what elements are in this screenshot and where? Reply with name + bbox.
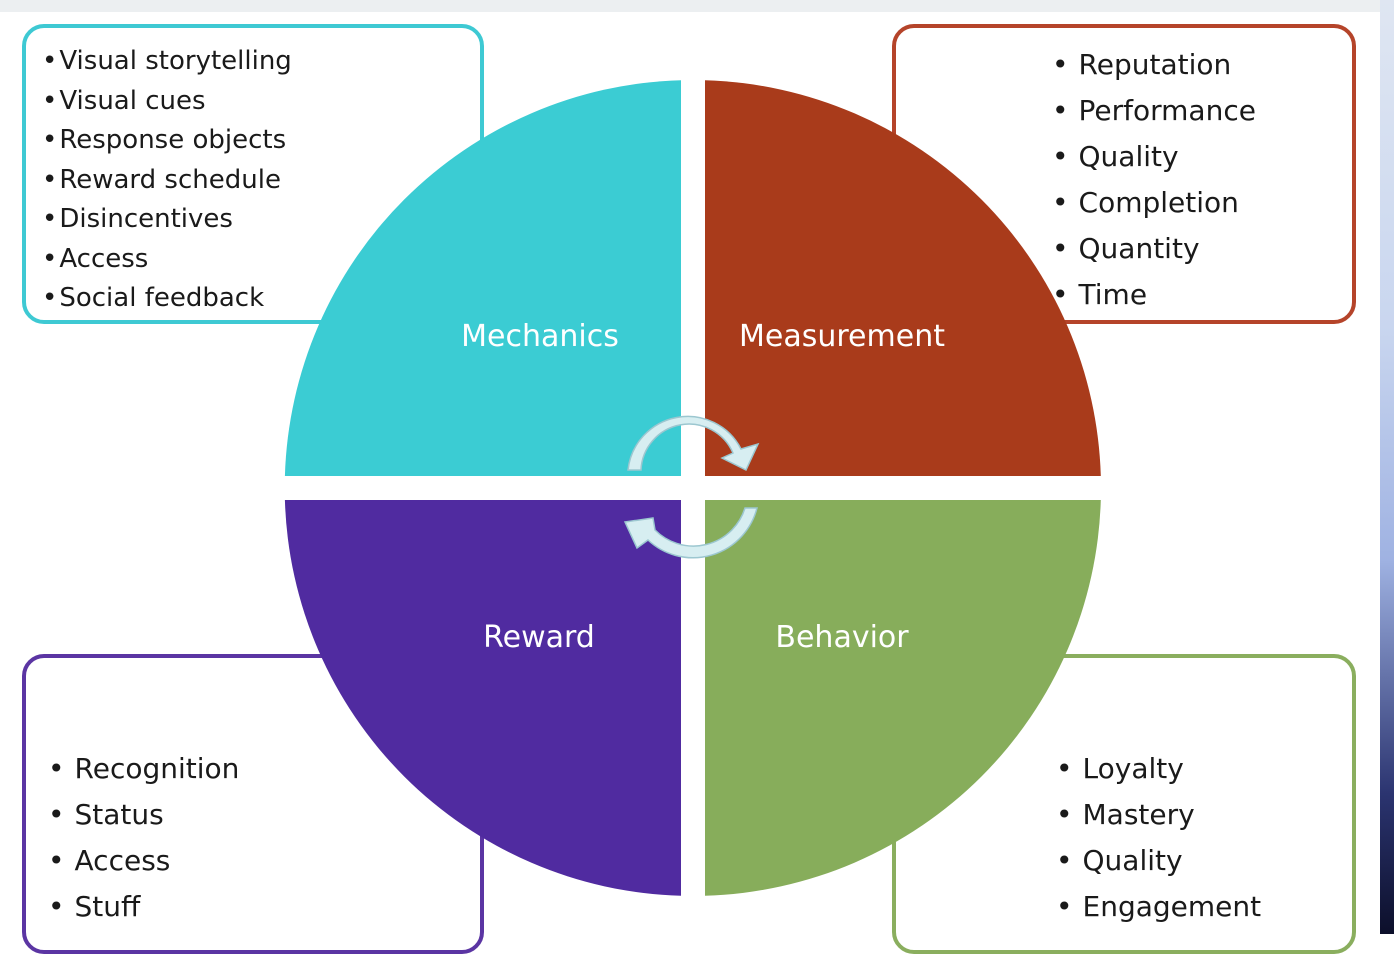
- list-item: •Response objects: [42, 125, 287, 155]
- list-item: • Status: [48, 798, 164, 831]
- background-strip: [0, 0, 1394, 12]
- list-item: • Reputation: [1052, 48, 1232, 81]
- measurement-quadrant: [705, 80, 1101, 476]
- list-item: • Completion: [1052, 186, 1239, 219]
- list-item: •Access: [42, 243, 149, 274]
- reward-list: • Recognition • Status • Access • Stuff: [48, 746, 239, 930]
- list-item: • Quality: [1056, 844, 1183, 877]
- list-item: •Visual storytelling: [42, 46, 292, 76]
- list-item: • Engagement: [1056, 890, 1262, 923]
- background-edge: [1380, 0, 1394, 934]
- mechanics-list: •Visual storytelling •Visual cues •Respo…: [42, 42, 292, 319]
- measurement-list: • Reputation • Performance • Quality • Compl…: [1052, 42, 1256, 318]
- list-item: •Disincentives: [42, 204, 233, 234]
- list-item: •Visual cues: [42, 85, 206, 116]
- mechanics-quadrant: [284, 80, 681, 476]
- mechanics-label: Mechanics: [461, 319, 619, 354]
- clockwise-arrow-icon: [627, 415, 760, 472]
- list-item: • Performance: [1052, 94, 1256, 127]
- behavior-label: Behavior: [775, 620, 909, 655]
- behavior-list: • Loyalty • Mastery • Quality • Engagement: [1056, 746, 1261, 930]
- list-item: •Social feedback: [42, 283, 265, 313]
- list-item: • Stuff: [48, 890, 141, 923]
- list-item: •Reward schedule: [42, 164, 281, 195]
- list-item: • Loyalty: [1056, 752, 1184, 785]
- list-item: • Quantity: [1052, 232, 1200, 265]
- reward-quadrant: [284, 500, 681, 896]
- behavior-quadrant: [705, 500, 1101, 896]
- list-item: • Recognition: [48, 752, 240, 785]
- cycle-arrows-icon: [623, 415, 760, 559]
- clockwise-arrow-icon: [623, 507, 758, 559]
- list-item: • Quality: [1052, 140, 1179, 173]
- reward-label: Reward: [483, 620, 595, 655]
- quadrant-circle: Mechanics Measurement Reward Behavior: [284, 80, 1101, 896]
- list-item: •Access: [48, 844, 171, 877]
- measurement-label: Measurement: [739, 319, 945, 354]
- list-item: • Mastery: [1056, 798, 1195, 831]
- list-item: • Time: [1052, 278, 1148, 311]
